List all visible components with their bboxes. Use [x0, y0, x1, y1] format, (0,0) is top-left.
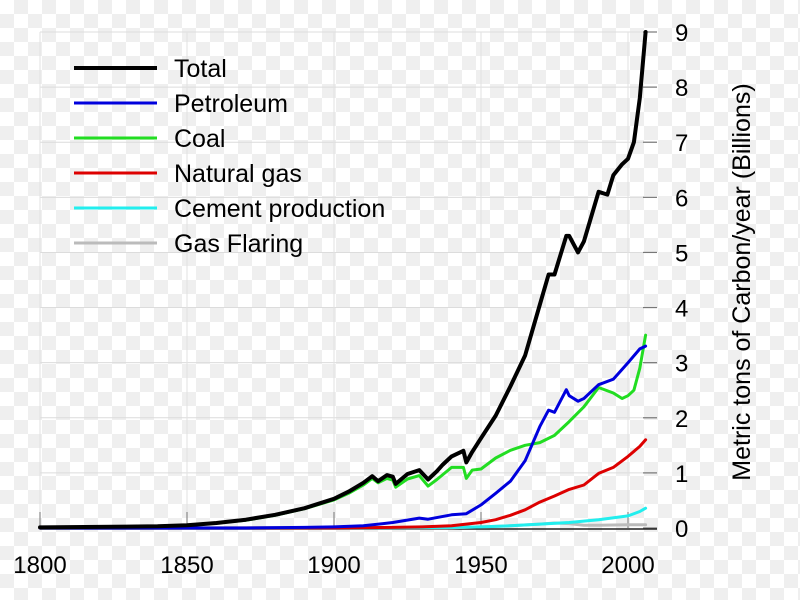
y-tick-label: 1 — [675, 461, 688, 488]
y-tick-label: 3 — [675, 351, 688, 378]
legend-label-petroleum: Petroleum — [174, 90, 288, 118]
x-tick-label: 1850 — [160, 552, 213, 579]
legend-label-gas-flaring: Gas Flaring — [174, 230, 303, 258]
x-tick-label: 2000 — [601, 552, 654, 579]
tick-labels: 0 1 2 3 4 5 6 7 8 9 1800 1850 1900 1950 2000 — [13, 20, 688, 579]
y-tick-label: 6 — [675, 185, 688, 212]
series-line-coal — [38, 333, 648, 529]
x-tick-label: 1900 — [307, 552, 360, 579]
y-tick-label: 0 — [675, 516, 688, 543]
y-tick-label: 5 — [675, 240, 688, 267]
y-tick-label: 2 — [675, 406, 688, 433]
legend-label-cement-production: Cement production — [174, 195, 385, 223]
x-tick-label: 1800 — [13, 552, 66, 579]
legend-label-coal: Coal — [174, 125, 225, 153]
series-line-petroleum — [38, 344, 648, 530]
grid — [39, 31, 657, 528]
series-line-natural-gas — [38, 438, 648, 530]
series-group — [38, 30, 648, 530]
legend-label-natural-gas: Natural gas — [174, 160, 302, 188]
y-tick-label: 8 — [675, 75, 688, 102]
axes — [39, 31, 657, 530]
y-tick-label: 4 — [675, 296, 688, 323]
legend-label-total: Total — [174, 55, 227, 83]
legend: Total Petroleum Coal Natural gas Cement prod… — [74, 55, 385, 258]
series-line-total — [38, 30, 648, 530]
y-axis-label: Metric tons of Carbon/year (Billions) — [728, 83, 756, 480]
y-tick-label: 9 — [675, 20, 688, 47]
x-tick-label: 1950 — [454, 552, 507, 579]
y-tick-label: 7 — [675, 130, 688, 157]
